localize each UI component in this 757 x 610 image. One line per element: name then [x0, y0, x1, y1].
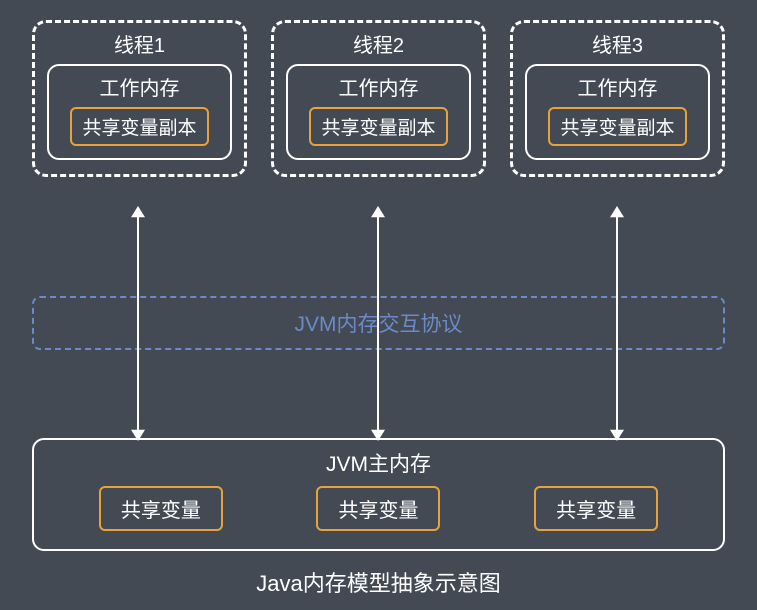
protocol-box: JVM内存交互协议 [32, 296, 725, 350]
work-memory-box: 工作内存 共享变量副本 [525, 64, 710, 160]
diagram-caption: Java内存模型抽象示意图 [0, 566, 757, 598]
shared-vars-row: 共享变量 共享变量 共享变量 [52, 486, 705, 531]
work-memory-title: 工作内存 [100, 72, 180, 101]
shared-var-copy: 共享变量副本 [548, 107, 686, 146]
work-memory-title: 工作内存 [339, 72, 419, 101]
shared-var-copy: 共享变量副本 [70, 107, 208, 146]
thread-title: 线程3 [592, 29, 643, 58]
main-memory-box: JVM主内存 共享变量 共享变量 共享变量 [32, 438, 725, 551]
thread-title: 线程2 [353, 29, 404, 58]
work-memory-box: 工作内存 共享变量副本 [286, 64, 471, 160]
thread-box-3: 线程3 工作内存 共享变量副本 [510, 20, 725, 177]
shared-var: 共享变量 [99, 486, 223, 531]
thread-title: 线程1 [114, 29, 165, 58]
shared-var-copy: 共享变量副本 [309, 107, 447, 146]
work-memory-box: 工作内存 共享变量副本 [47, 64, 232, 160]
work-memory-title: 工作内存 [578, 72, 658, 101]
protocol-label: JVM内存交互协议 [295, 313, 463, 336]
main-memory-title: JVM主内存 [326, 448, 431, 478]
shared-var: 共享变量 [534, 486, 658, 531]
thread-box-1: 线程1 工作内存 共享变量副本 [32, 20, 247, 177]
shared-var: 共享变量 [316, 486, 440, 531]
threads-row: 线程1 工作内存 共享变量副本 线程2 工作内存 共享变量副本 线程3 工作内存… [32, 20, 725, 177]
thread-box-2: 线程2 工作内存 共享变量副本 [271, 20, 486, 177]
